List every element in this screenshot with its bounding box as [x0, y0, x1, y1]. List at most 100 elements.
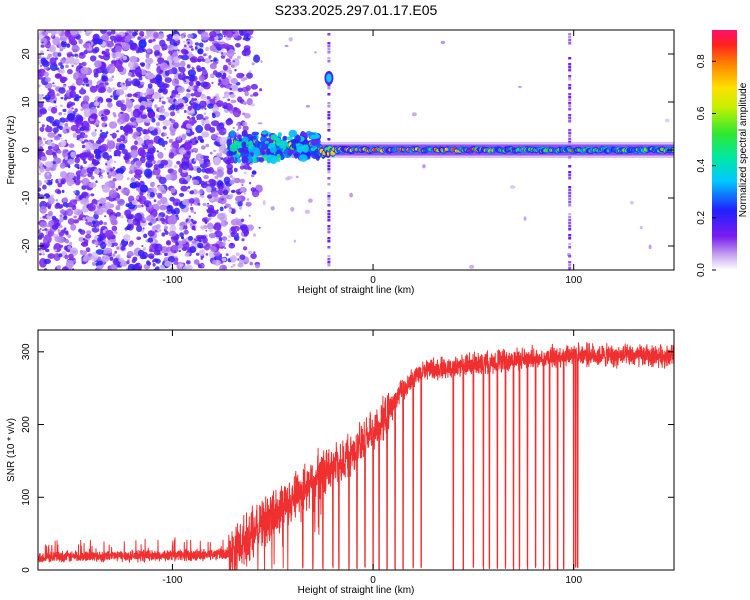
- noise-speckle: [147, 72, 154, 80]
- noise-speckle: [65, 64, 69, 69]
- noise-speckle: [59, 76, 66, 82]
- vertical-streak: [568, 267, 572, 270]
- noise-speckle: [179, 263, 183, 267]
- vertical-streak: [327, 240, 331, 243]
- noise-speckle: [178, 66, 186, 73]
- noise-speckle: [221, 257, 227, 262]
- noise-speckle: [99, 176, 104, 180]
- noise-speckle: [66, 113, 75, 121]
- noise-speckle: [51, 30, 57, 36]
- carrier-turbulence: [286, 136, 293, 141]
- vertical-streak: [327, 102, 331, 105]
- noise-speckle: [123, 234, 131, 242]
- vertical-streak: [568, 120, 572, 123]
- noise-speckle: [223, 189, 229, 196]
- noise-speckle: [181, 236, 184, 240]
- noise-speckle: [154, 92, 162, 99]
- noise-speckle: [115, 51, 122, 58]
- noise-speckle: [85, 247, 91, 253]
- noise-speckle: [67, 179, 74, 187]
- vertical-streak: [327, 60, 331, 63]
- noise-speckle: [244, 113, 251, 119]
- noise-speckle: [190, 204, 193, 206]
- noise-speckle: [189, 206, 194, 211]
- noise-speckle: [83, 139, 89, 143]
- noise-speckle: [232, 126, 235, 129]
- noise-speckle: [92, 261, 96, 266]
- noise-speckle: [116, 167, 125, 175]
- noise-speckle: [186, 129, 191, 134]
- colorbar: 0.0 0.2 0.4 0.6 0.8 Normalized spectral ampli…: [696, 30, 749, 277]
- noise-speckle: [81, 144, 86, 149]
- tone-spot-core: [326, 73, 332, 83]
- vertical-streak: [568, 87, 572, 90]
- vertical-streak: [568, 264, 572, 267]
- noise-speckle: [105, 131, 109, 135]
- carrier-turbulence: [294, 152, 299, 159]
- noise-speckle: [258, 226, 261, 229]
- noise-speckle: [157, 192, 163, 199]
- noise-speckle: [148, 147, 155, 153]
- noise-speckle: [162, 88, 168, 95]
- vertical-streak: [568, 234, 572, 237]
- vertical-streak: [327, 123, 331, 126]
- noise-speckle: [648, 244, 652, 250]
- vertical-streak: [568, 84, 572, 87]
- noise-speckle: [153, 44, 161, 51]
- noise-speckle: [109, 133, 113, 136]
- colorbar-tick-label: 0.2: [696, 210, 707, 224]
- carrier-turbulence: [282, 135, 288, 141]
- vertical-streak: [568, 177, 572, 180]
- noise-speckle: [143, 233, 148, 239]
- noise-speckle: [288, 37, 293, 42]
- noise-speckle: [131, 199, 138, 205]
- noise-speckle: [229, 93, 236, 98]
- carrier-turbulence: [247, 154, 253, 163]
- noise-speckle: [90, 55, 97, 62]
- noise-speckle: [70, 224, 77, 231]
- noise-speckle: [113, 242, 118, 247]
- noise-speckle: [124, 209, 132, 217]
- vertical-streak: [327, 255, 331, 258]
- noise-speckle: [172, 169, 178, 176]
- noise-speckle: [308, 198, 313, 203]
- noise-speckle: [174, 100, 179, 106]
- vertical-streak: [327, 231, 331, 234]
- noise-speckle: [74, 179, 81, 186]
- noise-speckle: [167, 217, 175, 225]
- carrier-turbulence: [252, 157, 257, 164]
- noise-speckle: [220, 84, 225, 88]
- noise-speckle: [167, 256, 175, 263]
- noise-speckle: [232, 109, 235, 112]
- noise-speckle: [120, 137, 123, 140]
- noise-speckle: [142, 227, 145, 230]
- noise-speckle: [164, 230, 169, 235]
- vertical-streak: [568, 225, 572, 228]
- noise-speckle: [89, 156, 93, 158]
- noise-speckle: [205, 143, 210, 148]
- noise-speckle: [109, 35, 117, 41]
- vertical-streak: [327, 159, 331, 162]
- vertical-streak: [327, 237, 331, 240]
- noise-speckle: [39, 64, 43, 68]
- noise-speckle: [98, 101, 102, 104]
- noise-speckle: [176, 69, 180, 72]
- noise-speckle: [57, 182, 63, 188]
- noise-speckle: [136, 182, 141, 188]
- noise-speckle: [130, 149, 139, 158]
- noise-speckle: [51, 224, 59, 230]
- noise-speckle: [212, 47, 218, 53]
- noise-speckle: [131, 78, 141, 87]
- noise-speckle: [222, 102, 228, 107]
- noise-speckle: [196, 167, 202, 174]
- noise-speckle: [141, 204, 144, 208]
- noise-speckle: [69, 199, 78, 206]
- noise-speckle: [95, 67, 103, 74]
- noise-speckle: [240, 186, 245, 192]
- noise-speckle: [225, 253, 229, 257]
- noise-speckle: [440, 40, 446, 45]
- noise-speckle: [193, 98, 197, 101]
- vertical-streak: [327, 261, 331, 264]
- noise-speckle: [60, 64, 64, 70]
- noise-speckle: [178, 177, 186, 185]
